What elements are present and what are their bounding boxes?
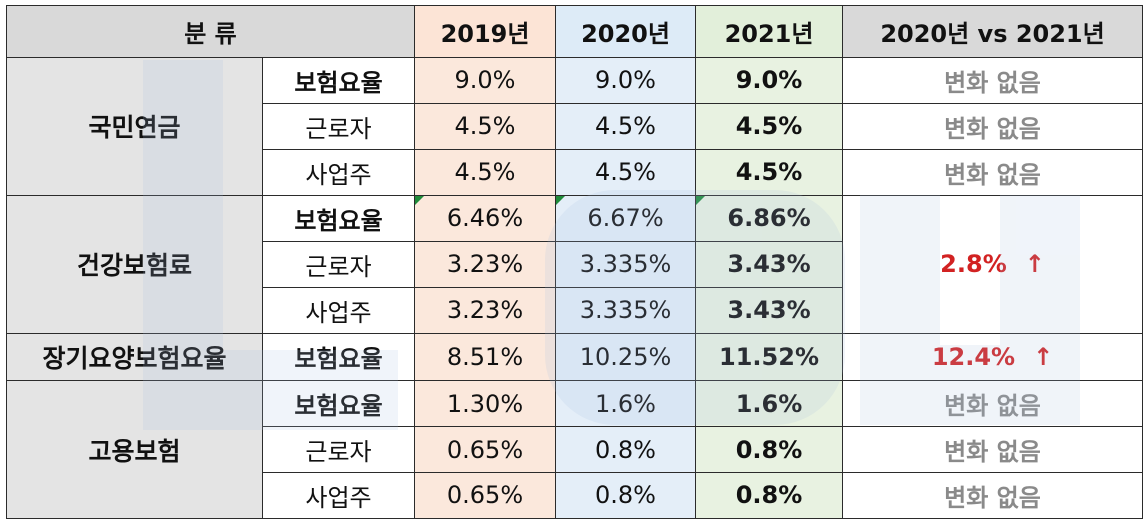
value-2019: 3.23%: [414, 286, 557, 334]
value-2021: 4.5%: [695, 148, 844, 196]
row-label: 사업주: [261, 286, 416, 334]
arrow-up-icon: ↑: [1033, 342, 1054, 371]
header-2021: 2021년: [695, 5, 844, 58]
row-label: 사업주: [261, 148, 416, 196]
value-2020: 10.25%: [555, 332, 697, 382]
value-2020: 6.67%: [555, 194, 697, 242]
value-2021: 1.6%: [695, 380, 844, 428]
table-row: 근로자 4.5% 4.5% 4.5% 변화 없음: [7, 102, 1144, 150]
value-2020: 3.335%: [555, 286, 697, 334]
change-value: 변화 없음: [842, 102, 1144, 150]
table-row: 장기요양보험요율 보험요율 8.51% 10.25% 11.52% 12.4% ↑: [6, 332, 1144, 382]
value-2020: 4.5%: [555, 148, 697, 196]
table-row: 사업주 4.5% 4.5% 4.5% 변화 없음: [7, 148, 1144, 196]
table-row: 고용보험 보험요율 1.30% 1.6% 1.6% 변화 없음: [6, 380, 1144, 519]
row-label: 근로자: [261, 240, 416, 288]
change-value: 변화 없음: [842, 426, 1144, 473]
value-2021: 0.8%: [695, 426, 844, 473]
table-row: 사업주 0.65% 0.8% 0.8% 변화 없음: [7, 471, 1144, 520]
value-2021: 3.43%: [695, 240, 844, 288]
category-employment-insurance: 고용보험: [6, 380, 263, 519]
header-row: 분 류 2019년 2020년 2021년 2020년 vs 2021년: [5, 5, 1144, 58]
value-2020: 4.5%: [555, 102, 697, 150]
row-label: 근로자: [261, 426, 416, 473]
category-health-insurance: 건강보험료: [6, 194, 263, 334]
value-2019: 9.0%: [414, 57, 557, 104]
row-label: 보험요율: [261, 380, 416, 428]
row-label: 근로자: [261, 102, 416, 150]
arrow-up-icon: ↑: [1024, 250, 1045, 279]
change-percent: 2.8%: [940, 250, 1007, 279]
change-value-long-term: 12.4% ↑: [842, 332, 1144, 382]
value-2021: 11.52%: [695, 332, 844, 382]
category-long-term-care: 장기요양보험요율: [6, 332, 263, 382]
table-row: 건강보험료 보험요율 6.46% 6.67% 6.86% 2.8% ↑: [6, 194, 1144, 334]
value-2021: 4.5%: [695, 102, 844, 150]
value-2021: 6.86%: [695, 194, 844, 242]
value-2019: 4.5%: [414, 102, 557, 150]
change-value: 변화 없음: [842, 148, 1144, 196]
header-category: 분 류: [5, 5, 416, 58]
row-label: 보험요율: [261, 332, 416, 382]
value-2020: 0.8%: [555, 426, 697, 473]
value-2020: 0.8%: [555, 471, 697, 520]
value-2019: 1.30%: [414, 380, 557, 428]
value-2019: 0.65%: [414, 426, 557, 473]
header-2020: 2020년: [555, 5, 697, 58]
row-label: 보험요율: [261, 194, 416, 242]
table-row: 근로자 3.23% 3.335% 3.43%: [7, 240, 1143, 288]
value-2019: 3.23%: [414, 240, 557, 288]
value-2019: 8.51%: [414, 332, 557, 382]
table-row: 국민연금 보험요율 9.0% 9.0% 9.0% 변화 없음: [6, 57, 1144, 196]
header-2019: 2019년: [414, 5, 557, 58]
change-value: 변화 없음: [842, 380, 1144, 428]
change-value-health: 2.8% ↑: [842, 194, 1144, 334]
change-value: 변화 없음: [842, 471, 1144, 520]
table-row: 근로자 0.65% 0.8% 0.8% 변화 없음: [7, 426, 1144, 473]
value-2020: 3.335%: [555, 240, 697, 288]
value-2019: 0.65%: [414, 471, 557, 520]
row-label: 보험요율: [261, 57, 416, 104]
value-2020: 9.0%: [555, 57, 697, 104]
value-2019: 4.5%: [414, 148, 557, 196]
value-2021: 9.0%: [695, 57, 844, 104]
row-label: 사업주: [261, 471, 416, 520]
value-2019: 6.46%: [414, 194, 557, 242]
value-2020: 1.6%: [555, 380, 697, 428]
header-change: 2020년 vs 2021년: [842, 5, 1144, 58]
change-percent: 12.4%: [931, 342, 1016, 371]
insurance-rate-table: 분 류 2019년 2020년 2021년 2020년 vs 2021년 국민연…: [5, 5, 1144, 520]
value-2021: 3.43%: [695, 286, 844, 334]
category-national-pension: 국민연금: [6, 57, 263, 196]
value-2021: 0.8%: [695, 471, 844, 520]
change-value: 변화 없음: [842, 57, 1144, 104]
